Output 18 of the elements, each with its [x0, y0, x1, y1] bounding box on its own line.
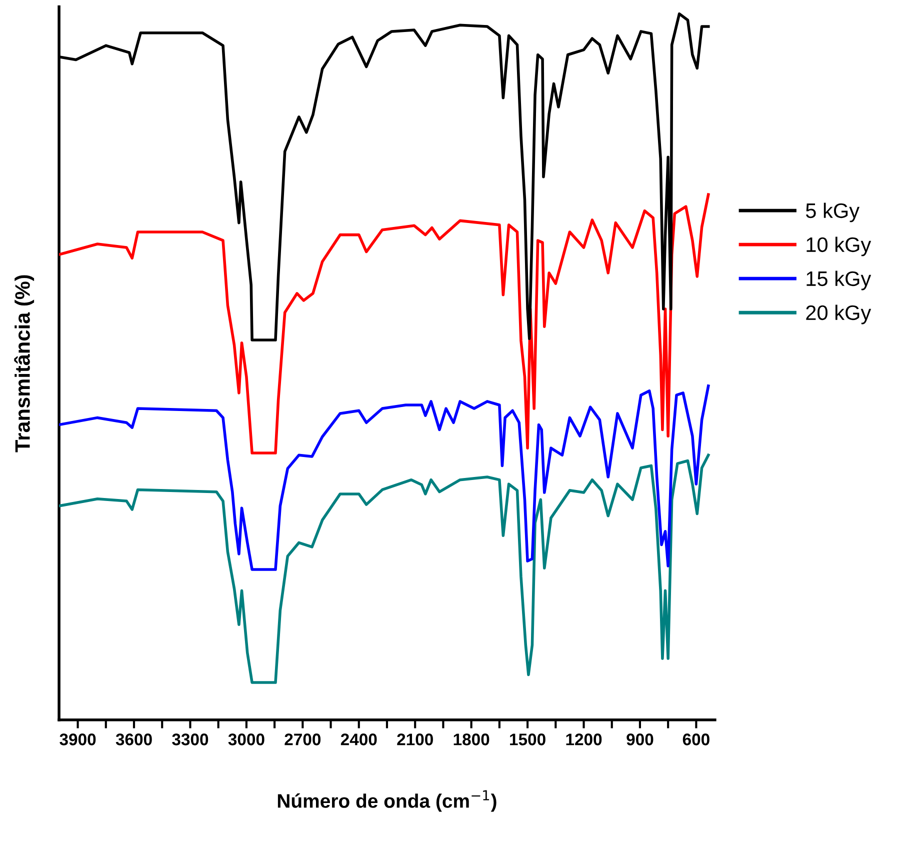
x-tick-label: 1200: [566, 734, 602, 746]
x-tick-label: 3300: [172, 734, 208, 746]
x-tick-label: 1500: [510, 734, 546, 746]
x-axis-title: Número de onda (cm$^{−1}$): [278, 790, 496, 812]
x-tick-label: 3900: [60, 734, 96, 746]
x-tick-label: 900: [626, 734, 654, 746]
x-tick-label: 3600: [116, 734, 152, 746]
x-tick-label: 3000: [228, 734, 264, 746]
x-tick-label: 2700: [284, 734, 321, 746]
legend-label: 15 kGy: [806, 270, 872, 290]
legend-label: 5 kGy: [806, 202, 860, 222]
x-tick-label: 600: [682, 734, 710, 746]
legend-label: 10 kGy: [806, 236, 872, 256]
y-axis-title: Transmitância (%): [14, 275, 34, 452]
x-tick-label: 2400: [340, 734, 377, 746]
x-tick-label: 2100: [397, 734, 433, 746]
legend-label: 20 kGy: [806, 304, 872, 324]
x-tick-label: 1800: [454, 734, 490, 746]
